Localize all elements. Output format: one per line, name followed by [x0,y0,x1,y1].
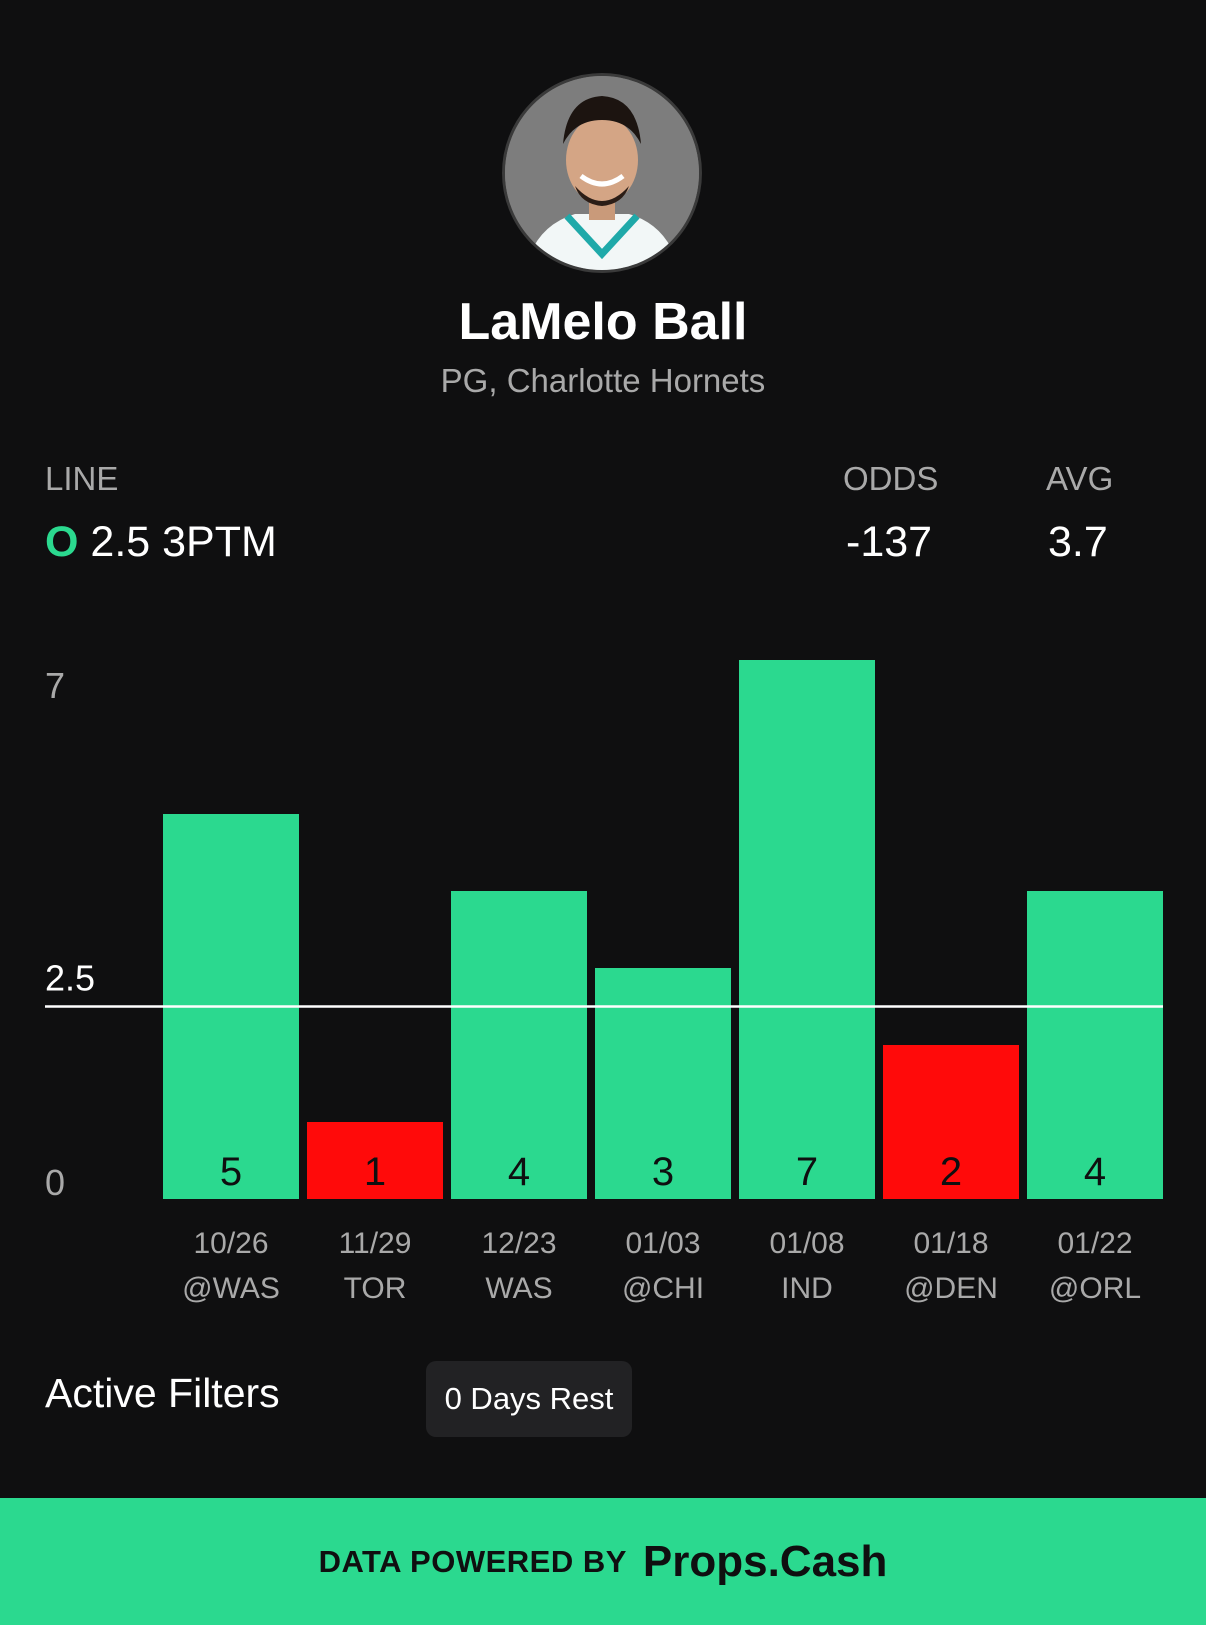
bar-value-label-4: 7 [796,1150,818,1194]
odds-value: -137 [846,518,933,566]
bar-4 [739,660,875,1199]
line-value-group: O 2.5 3PTM [45,518,277,567]
x-tick-opponent-5: @DEN [904,1272,998,1305]
bar-value-label-1: 1 [364,1150,386,1194]
bar-6 [1027,891,1163,1199]
bar-1 [307,1122,443,1199]
avg-label: AVG [1046,460,1114,497]
x-tick-date-3: 01/03 [625,1227,700,1260]
x-tick-date-6: 01/22 [1057,1227,1132,1260]
bar-value-label-6: 4 [1084,1150,1106,1194]
x-tick-date-0: 10/26 [193,1227,268,1260]
x-tick-date-4: 01/08 [769,1227,844,1260]
line-value: 2.5 3PTM [90,518,277,566]
bar-value-label-2: 4 [508,1150,530,1194]
bar-value-label-3: 3 [652,1150,674,1194]
footer-prefix: DATA POWERED BY [318,1543,627,1579]
odds-label: ODDS [843,460,939,497]
x-tick-opponent-0: @WAS [182,1272,280,1305]
player-team-position: PG, Charlotte Hornets [440,362,766,399]
x-tick-date-5: 01/18 [913,1227,988,1260]
prop-line-label: 2.5 [45,958,95,999]
y-tick-label-0: 0 [45,1162,65,1203]
player-name: LaMelo Ball [458,293,748,351]
x-tick-date-1: 11/29 [339,1227,412,1260]
x-tick-opponent-2: WAS [485,1272,552,1305]
bar-2 [451,891,587,1199]
active-filters-title: Active Filters [45,1370,280,1416]
x-tick-opponent-6: @ORL [1049,1272,1141,1305]
over-indicator: O [45,518,79,566]
bar-value-label-5: 2 [940,1150,962,1194]
bar-5 [883,1045,1019,1199]
avg-value: 3.7 [1048,518,1108,566]
footer-brand[interactable]: Props.Cash [642,1536,888,1586]
x-tick-opponent-1: TOR [344,1272,407,1305]
x-tick-opponent-4: IND [781,1272,833,1305]
line-label: LINE [45,460,119,497]
bar-value-label-0: 5 [220,1150,242,1194]
y-tick-label-max: 7 [45,665,65,706]
x-tick-opponent-3: @CHI [622,1272,704,1305]
player-avatar [502,73,702,273]
filter-chip-days-rest[interactable]: 0 Days Rest [426,1361,632,1437]
footer-banner: DATA POWERED BY Props.Cash [0,1498,1206,1625]
game-log-bar-chart: 0 7 5 10/26 @WAS 1 11/29 TOR 4 12/23 WAS 3 01/03 @CHI… [45,660,1163,1305]
x-tick-date-2: 12/23 [481,1227,556,1260]
player-photo-icon [505,76,699,270]
